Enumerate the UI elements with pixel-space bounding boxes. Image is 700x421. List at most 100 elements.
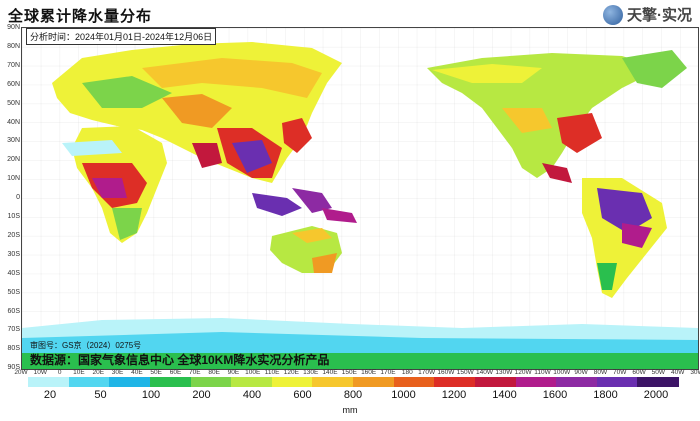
lon-label: 130W <box>495 369 513 376</box>
lon-label: 150W <box>456 369 474 376</box>
colorbar-segment <box>434 377 476 387</box>
lat-label: 10S <box>7 213 20 220</box>
south-america-landmass <box>582 178 667 298</box>
colorbar-segment <box>556 377 598 387</box>
lon-label: 90W <box>574 369 588 376</box>
lat-label: 0 <box>16 194 20 202</box>
colorbar-tick-label: 20 <box>43 389 57 401</box>
lon-label: 40W <box>670 369 685 376</box>
lat-label: 30S <box>7 250 20 258</box>
colorbar-segment <box>68 377 110 387</box>
eurasia-landmass <box>52 42 342 183</box>
lon-label: 50E <box>150 369 162 376</box>
colorbar-tick-label: 400 <box>242 389 262 401</box>
lon-label: 170W <box>418 369 436 376</box>
colorbar-segment <box>515 377 557 387</box>
lon-label: 70E <box>189 369 201 376</box>
colorbar-tick-label: 1000 <box>391 389 416 401</box>
lat-label: 20N <box>7 156 20 164</box>
lon-label: 150E <box>341 369 357 376</box>
lat-label: 90N <box>7 24 20 31</box>
colorbar-tick-label: 600 <box>293 389 312 401</box>
map-canvas <box>22 28 698 369</box>
lon-label: 140W <box>476 369 494 376</box>
lat-label: 50S <box>7 288 20 296</box>
africa-landmass <box>62 126 167 243</box>
colorbar-segment <box>190 377 232 387</box>
antarctica-landmass <box>22 318 698 369</box>
lon-label: 20E <box>92 369 105 376</box>
lon-label: 0 <box>57 369 62 376</box>
colorbar-tick-label: 1600 <box>542 389 568 401</box>
lon-label: 100W <box>553 369 571 376</box>
lat-label: 60N <box>7 80 20 88</box>
lon-label: 130E <box>303 369 319 376</box>
lon-label: 120E <box>283 369 299 376</box>
colorbar-segment <box>596 377 638 387</box>
colorbar-tick-label: 200 <box>192 389 211 401</box>
lon-label: 40E <box>131 369 143 376</box>
lat-label: 70S <box>7 326 20 334</box>
colorbar-segment <box>28 377 70 387</box>
lon-label: 20W <box>14 369 28 376</box>
colorbar-tick-label: 2000 <box>643 389 669 401</box>
lat-label: 80N <box>7 42 20 50</box>
colorbar-segment <box>149 377 191 387</box>
lon-label: 160W <box>437 369 455 376</box>
maritime-asia <box>252 188 357 223</box>
colorbar-segment <box>109 377 151 387</box>
lon-label: 180 <box>401 369 413 376</box>
australia-landmass <box>270 226 342 273</box>
lon-label: 80E <box>208 369 220 376</box>
analysis-period: 分析时间：2024年01月01日-2024年12月06日 <box>26 28 217 45</box>
lat-label: 10N <box>7 175 20 183</box>
lat-label: 20S <box>7 231 20 239</box>
colorbar-segment <box>474 377 516 387</box>
lon-label: 170E <box>380 369 396 376</box>
lon-label: 140E <box>322 369 338 376</box>
greenland-landmass <box>622 50 687 88</box>
lon-label: 160E <box>361 369 377 376</box>
lat-label: 70N <box>7 61 20 69</box>
colorbar-tick-label: 50 <box>94 389 107 401</box>
lon-label: 110W <box>534 369 551 376</box>
lon-label: 80W <box>593 369 608 376</box>
lon-label: 120W <box>514 369 532 376</box>
lat-label: 50N <box>7 99 20 107</box>
north-america-landmass <box>427 53 662 183</box>
precipitation-map <box>21 27 699 370</box>
lon-label: 100E <box>245 369 261 376</box>
colorbar-tick-label: 1200 <box>441 389 467 401</box>
lat-label: 90S <box>7 364 20 372</box>
lat-label: 30N <box>7 137 20 145</box>
globe-icon <box>603 4 623 25</box>
lon-label: 110E <box>264 369 280 376</box>
lon-label: 60E <box>169 369 182 376</box>
colorbar-tick-label: 1800 <box>593 389 618 401</box>
brand-name: 天擎·实况 <box>627 7 692 24</box>
lat-label: 40S <box>7 269 20 277</box>
colorbar-segment <box>353 377 395 387</box>
lon-label: 70W <box>613 369 627 376</box>
lat-label: 80S <box>7 345 20 353</box>
lat-label: 60S <box>7 307 20 315</box>
lon-label: 30E <box>111 369 124 376</box>
colorbar-tick-label: 1400 <box>492 389 517 401</box>
lon-label: 90E <box>227 369 240 376</box>
colorbar-unit: mm <box>342 405 358 415</box>
brand-logo: 天擎·实况 <box>603 4 692 25</box>
colorbar-segment <box>231 377 273 387</box>
lon-label: 10W <box>33 369 47 376</box>
lat-label: 40N <box>7 118 20 126</box>
colorbar <box>28 377 679 387</box>
lon-label: 60W <box>632 369 646 376</box>
data-source: 数据源：国家气象信息中心 全球10KM降水实况分析产品 <box>30 353 330 367</box>
colorbar-segment <box>312 377 354 387</box>
colorbar-segment <box>271 377 313 387</box>
lon-label: 10E <box>73 369 85 376</box>
colorbar-tick-label: 800 <box>343 389 363 401</box>
colorbar-segment <box>393 377 435 387</box>
colorbar-tick-label: 100 <box>141 389 161 401</box>
colorbar-segment <box>637 377 679 387</box>
map-title: 全球累计降水量分布 <box>8 8 153 25</box>
